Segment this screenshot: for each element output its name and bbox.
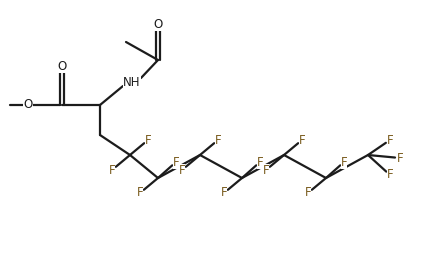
Text: F: F — [257, 155, 263, 169]
Text: F: F — [386, 169, 393, 181]
Text: O: O — [57, 60, 67, 72]
Text: F: F — [173, 155, 179, 169]
Text: NH: NH — [123, 76, 141, 88]
Text: F: F — [341, 155, 347, 169]
Text: F: F — [305, 187, 311, 199]
Text: F: F — [215, 133, 221, 146]
Text: O: O — [153, 17, 163, 31]
Text: F: F — [109, 163, 115, 177]
Text: F: F — [397, 151, 403, 164]
Text: F: F — [137, 187, 143, 199]
Text: O: O — [24, 98, 32, 112]
Text: F: F — [298, 133, 305, 146]
Text: F: F — [263, 163, 269, 177]
Text: F: F — [179, 163, 185, 177]
Text: F: F — [221, 187, 227, 199]
Text: F: F — [145, 133, 151, 146]
Text: F: F — [386, 133, 393, 146]
